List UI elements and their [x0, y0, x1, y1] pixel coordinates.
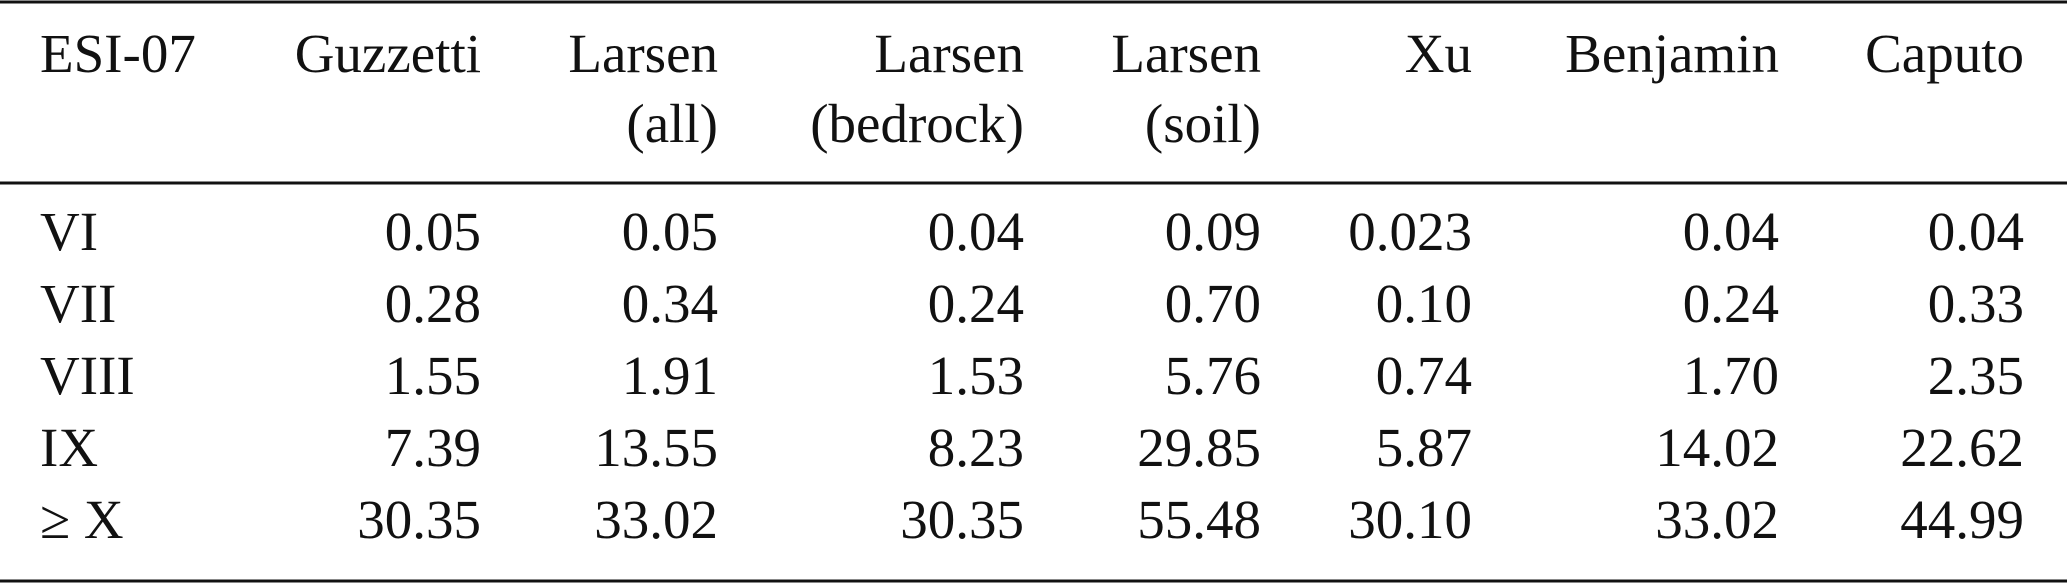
- cell: 1.55: [385, 345, 481, 406]
- cell: 0.74: [1376, 345, 1472, 406]
- cell: 30.35: [357, 489, 481, 550]
- cell: 22.62: [1900, 417, 2024, 478]
- column-header: Larsen: [568, 23, 718, 84]
- column-header: Larsen: [874, 23, 1024, 84]
- cell: 30.35: [900, 489, 1024, 550]
- cell: 33.02: [1655, 489, 1779, 550]
- cell: 1.91: [622, 345, 718, 406]
- cell: 29.85: [1137, 417, 1261, 478]
- cell: 0.24: [928, 273, 1024, 334]
- cell: 30.10: [1348, 489, 1472, 550]
- cell: 0.70: [1165, 273, 1261, 334]
- cell: 0.04: [1683, 201, 1779, 262]
- cell: 55.48: [1137, 489, 1261, 550]
- cell: 0.05: [385, 201, 481, 262]
- cell: 13.55: [594, 417, 718, 478]
- column-header: Caputo: [1865, 23, 2024, 84]
- cell: 1.53: [928, 345, 1024, 406]
- cell: 0.09: [1165, 201, 1261, 262]
- cell: 0.05: [622, 201, 718, 262]
- cell: 0.10: [1376, 273, 1472, 334]
- row-label: VIII: [40, 345, 135, 406]
- cell: 5.76: [1165, 345, 1261, 406]
- cell: 0.34: [622, 273, 718, 334]
- row-label: VI: [40, 201, 98, 262]
- column-header: ESI-07: [40, 23, 196, 84]
- column-header: (all): [626, 93, 718, 154]
- cell: 5.87: [1376, 417, 1472, 478]
- column-header: Xu: [1405, 23, 1472, 84]
- cell: 0.04: [928, 201, 1024, 262]
- cell: 0.04: [1928, 201, 2024, 262]
- column-header: (bedrock): [810, 93, 1024, 154]
- column-header: (soil): [1145, 93, 1261, 154]
- cell: 0.023: [1348, 201, 1472, 262]
- cell: 0.24: [1683, 273, 1779, 334]
- cell: 44.99: [1900, 489, 2024, 550]
- cell: 2.35: [1928, 345, 2024, 406]
- cell: 14.02: [1655, 417, 1779, 478]
- cell: 0.33: [1928, 273, 2024, 334]
- column-header: Guzzetti: [295, 23, 481, 84]
- row-label: IX: [40, 417, 98, 478]
- cell: 0.28: [385, 273, 481, 334]
- column-header: Larsen: [1111, 23, 1261, 84]
- cell: 8.23: [928, 417, 1024, 478]
- cell: 7.39: [385, 417, 481, 478]
- row-label: VII: [40, 273, 116, 334]
- column-header: Benjamin: [1565, 23, 1779, 84]
- row-label: ≥ X: [40, 489, 124, 550]
- cell: 33.02: [594, 489, 718, 550]
- cell: 1.70: [1683, 345, 1779, 406]
